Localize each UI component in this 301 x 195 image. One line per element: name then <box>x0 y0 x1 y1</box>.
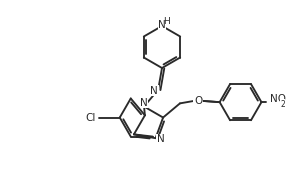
Text: N: N <box>150 86 158 96</box>
Text: H: H <box>164 18 170 27</box>
Text: O: O <box>194 96 202 106</box>
Text: Cl: Cl <box>86 113 96 122</box>
Text: N: N <box>157 134 164 144</box>
Text: N: N <box>158 20 166 30</box>
Text: 2: 2 <box>280 100 285 109</box>
Text: NO: NO <box>270 94 287 104</box>
Text: N: N <box>140 98 148 107</box>
